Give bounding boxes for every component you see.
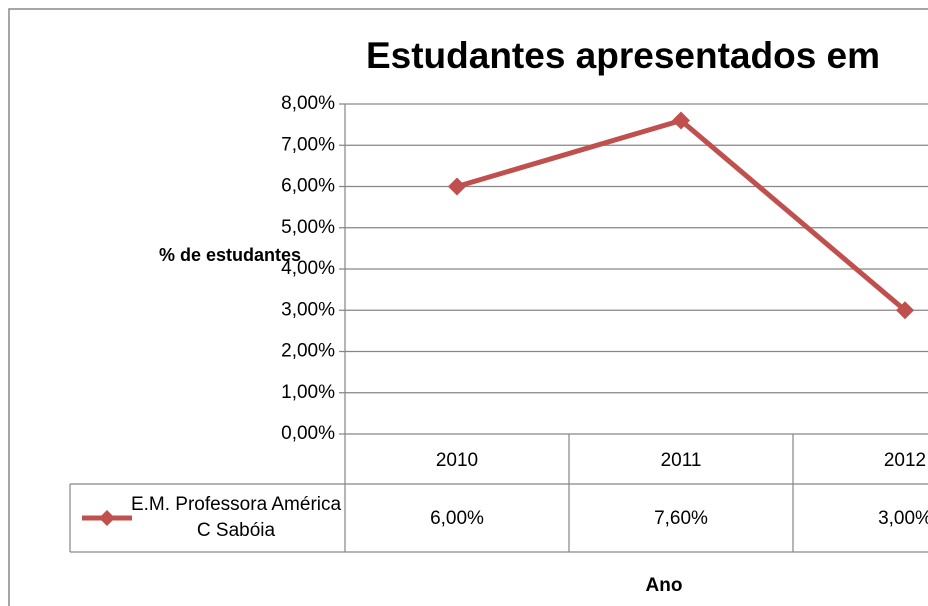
table-value: 3,00% (878, 508, 928, 529)
y-tick-label: 7,00% (281, 134, 335, 155)
y-tick-label: 6,00% (281, 176, 335, 197)
x-tick-label: 2011 (661, 450, 702, 471)
y-tick-label: 5,00% (281, 217, 335, 238)
y-axis-label: % de estudantes (158, 245, 302, 265)
marker (896, 301, 914, 320)
x-tick-label: 2010 (436, 450, 478, 471)
y-tick-label: 4,00% (281, 258, 335, 279)
x-tick-label: 2012 (884, 450, 926, 471)
marker (672, 111, 690, 130)
x-axis-label: Ano (646, 575, 683, 596)
marker (448, 177, 466, 196)
chart-title: Estudantes apresentados em (366, 35, 880, 76)
table-value: 7,60% (654, 508, 708, 529)
legend-label: E.M. Professora América C Sabóia (130, 494, 342, 541)
legend-key (99, 510, 115, 526)
y-tick-label: 1,00% (281, 382, 335, 403)
y-tick-label: 8,00% (281, 93, 335, 114)
y-tick-label: 2,00% (281, 341, 335, 362)
y-tick-label: 3,00% (281, 299, 335, 320)
table-value: 6,00% (430, 508, 484, 529)
chart-frame (8, 8, 928, 606)
y-tick-label: 0,00% (281, 423, 335, 444)
